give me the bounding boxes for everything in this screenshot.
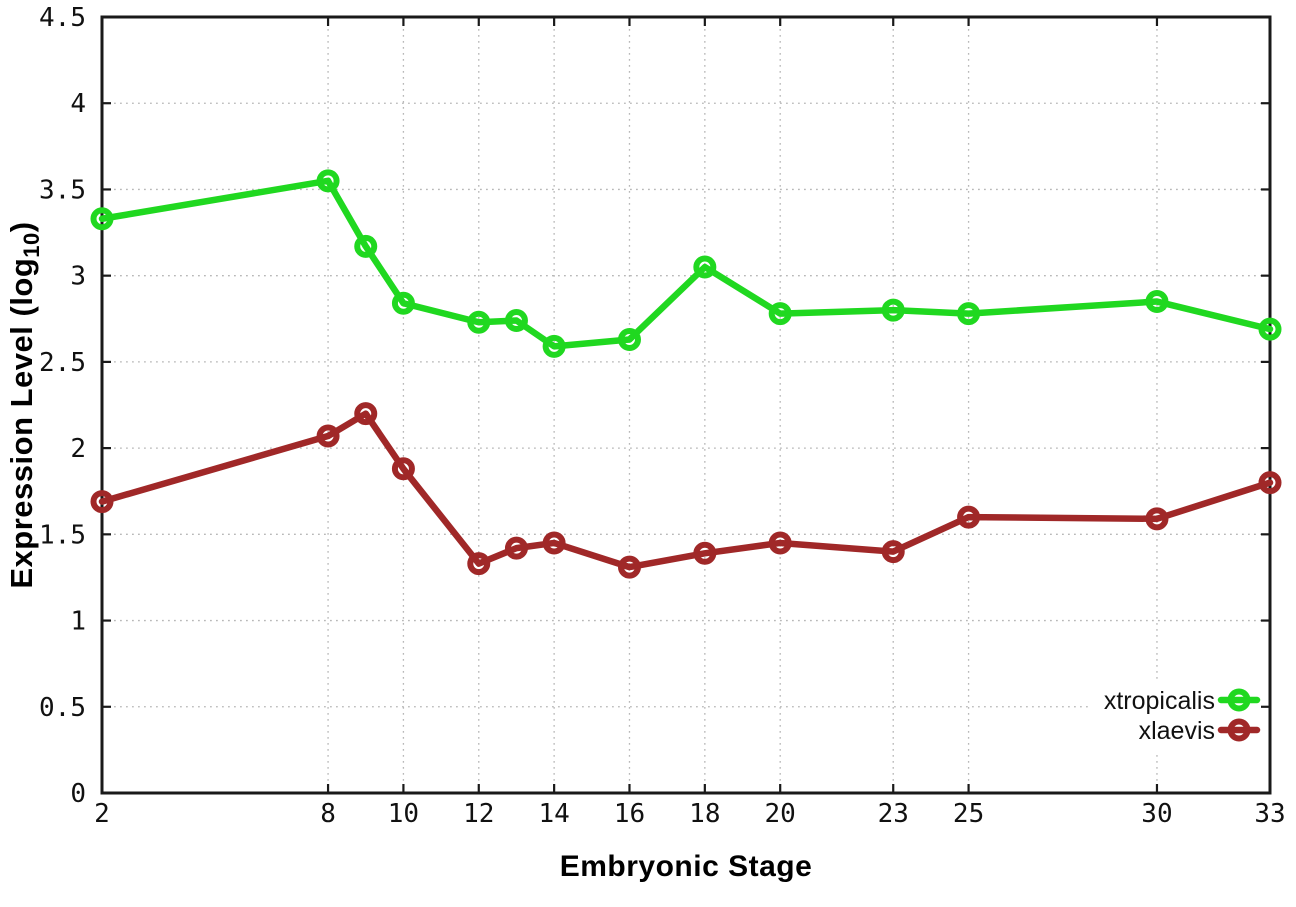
y-tick-label-2: 2	[70, 434, 86, 464]
marker-xlaevis-2	[90, 490, 114, 514]
x-axis-title: Embryonic Stage	[559, 850, 813, 883]
y-axis-title: Expression Level (log10)	[4, 221, 45, 588]
y-axis-title-text: Expression Level (log	[4, 257, 39, 589]
y-tick-label-0.5: 0.5	[39, 693, 86, 723]
x-tick-label-14: 14	[538, 799, 569, 829]
legend-marker-xlaevis	[1227, 718, 1251, 742]
marker-xlaevis-10	[391, 457, 415, 481]
marker-xlaevis-20	[768, 531, 792, 555]
marker-xlaevis-13	[504, 536, 528, 560]
marker-xlaevis-9	[354, 402, 378, 426]
legend-label-xlaevis: xlaevis	[1139, 717, 1215, 745]
y-tick-label-3.5: 3.5	[39, 175, 86, 205]
marker-xtropicalis-25	[957, 302, 981, 326]
marker-xlaevis-18	[693, 541, 717, 565]
y-tick-label-2.5: 2.5	[39, 348, 86, 378]
marker-xlaevis-23	[881, 540, 905, 564]
marker-xtropicalis-16	[617, 327, 641, 351]
marker-xlaevis-8	[316, 424, 340, 448]
x-tick-label-12: 12	[463, 799, 494, 829]
marker-xtropicalis-8	[316, 169, 340, 193]
y-tick-label-0: 0	[70, 779, 86, 809]
legend-marker-xtropicalis	[1227, 688, 1251, 712]
marker-xlaevis-16	[617, 555, 641, 579]
x-tick-label-2: 2	[94, 799, 110, 829]
marker-xtropicalis-9	[354, 234, 378, 258]
marker-xtropicalis-14	[542, 334, 566, 358]
marker-xtropicalis-2	[90, 207, 114, 231]
x-tick-label-18: 18	[689, 799, 720, 829]
marker-xtropicalis-33	[1258, 317, 1282, 341]
x-tick-label-30: 30	[1141, 799, 1172, 829]
marker-xtropicalis-10	[391, 291, 415, 315]
x-tick-label-8: 8	[320, 799, 336, 829]
y-axis-title-subscript: 10	[19, 232, 44, 258]
marker-xtropicalis-12	[467, 310, 491, 334]
x-tick-label-25: 25	[953, 799, 984, 829]
x-tick-label-20: 20	[765, 799, 796, 829]
y-axis-title-close: )	[4, 221, 39, 233]
legend-label-xtropicalis: xtropicalis	[1104, 687, 1215, 715]
marker-xlaevis-33	[1258, 471, 1282, 495]
series-line-xtropicalis	[98, 177, 1274, 350]
marker-xlaevis-25	[957, 505, 981, 529]
x-tick-label-23: 23	[878, 799, 909, 829]
marker-xtropicalis-23	[881, 298, 905, 322]
marker-xtropicalis-20	[768, 302, 792, 326]
y-tick-label-1: 1	[70, 607, 86, 637]
plot-border	[100, 15, 1272, 795]
marker-xtropicalis-13	[504, 309, 528, 333]
marker-xtropicalis-30	[1145, 290, 1169, 314]
y-tick-label-4.5: 4.5	[39, 3, 86, 33]
x-tick-label-16: 16	[614, 799, 645, 829]
marker-xlaevis-30	[1145, 507, 1169, 531]
x-tick-label-10: 10	[388, 799, 419, 829]
x-tick-label-33: 33	[1254, 799, 1285, 829]
marker-xtropicalis-18	[693, 255, 717, 279]
y-tick-label-1.5: 1.5	[39, 520, 86, 550]
series-line-xlaevis	[98, 410, 1274, 571]
y-tick-label-4: 4	[70, 89, 86, 119]
y-tick-label-3: 3	[70, 262, 86, 292]
marker-xlaevis-12	[467, 552, 491, 576]
marker-xlaevis-14	[542, 531, 566, 555]
